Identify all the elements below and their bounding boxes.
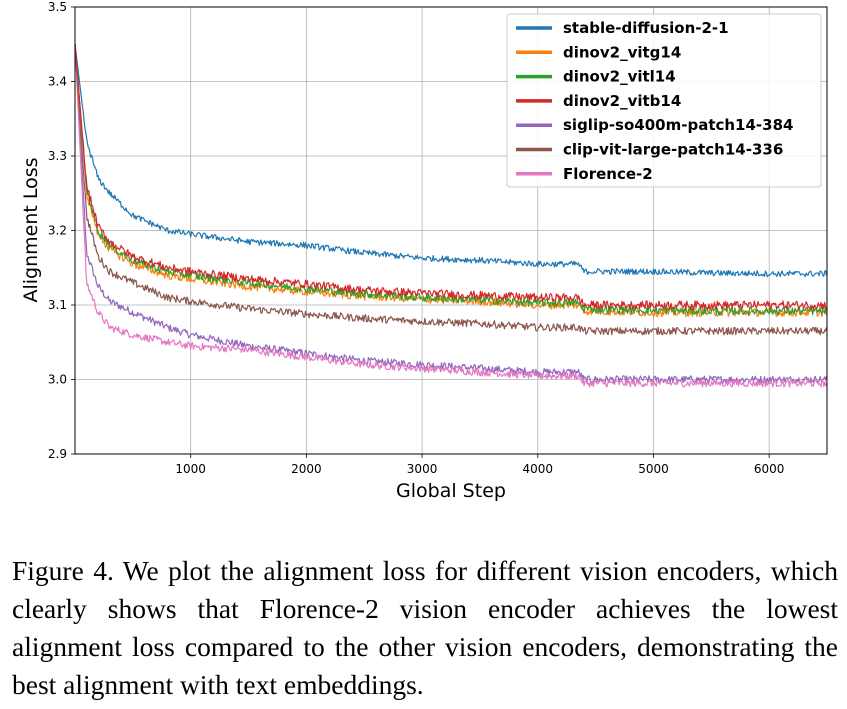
legend-label: siglip-so400m-patch14-384 — [563, 116, 793, 134]
ticks: 1000 2000 3000 4000 5000 6000 2.9 3.0 3.1 3.2 3.3 3… — [48, 0, 785, 476]
x-tick-label: 1000 — [175, 462, 206, 476]
legend-label: Florence-2 — [563, 165, 653, 183]
y-tick-label: 3.5 — [48, 0, 67, 14]
legend-label: dinov2_vitb14 — [563, 92, 681, 110]
series-line-Florence-2 — [74, 44, 828, 388]
y-tick-label: 2.9 — [48, 447, 67, 461]
alignment-loss-chart: 1000 2000 3000 4000 5000 6000 2.9 3.0 3.1 3.2 3.3 3… — [20, 0, 828, 502]
series-line-stable-diffusion-2-1 — [74, 44, 828, 278]
x-tick-label: 5000 — [638, 462, 669, 476]
y-axis-label: Alignment Loss — [20, 157, 42, 302]
y-tick-label: 3.4 — [48, 75, 67, 89]
legend-label: clip-vit-large-patch14-336 — [563, 141, 783, 159]
y-tick-label: 3.3 — [48, 149, 67, 163]
x-tick-label: 2000 — [291, 462, 322, 476]
y-tick-label: 3.2 — [48, 224, 67, 238]
y-tick-label: 3.1 — [48, 298, 67, 312]
legend-box — [506, 13, 822, 188]
legend: stable-diffusion-2-1 dinov2_vitg14 dinov2_… — [506, 13, 822, 188]
x-axis-label: Global Step — [396, 480, 506, 502]
legend-label: stable-diffusion-2-1 — [563, 19, 729, 37]
series-line-dinov2_vitl14 — [74, 44, 828, 316]
series-lines — [74, 44, 828, 388]
legend-label: dinov2_vitl14 — [563, 68, 676, 86]
series-line-dinov2_vitb14 — [74, 44, 828, 310]
x-tick-label: 6000 — [754, 462, 785, 476]
series-line-clip-vit-large-patch14-336 — [74, 44, 828, 336]
x-tick-label: 4000 — [522, 462, 553, 476]
y-tick-label: 3.0 — [48, 373, 67, 387]
legend-label: dinov2_vitg14 — [563, 43, 681, 61]
figure-caption: Figure 4. We plot the alignment loss for… — [12, 555, 838, 700]
x-tick-label: 3000 — [407, 462, 438, 476]
